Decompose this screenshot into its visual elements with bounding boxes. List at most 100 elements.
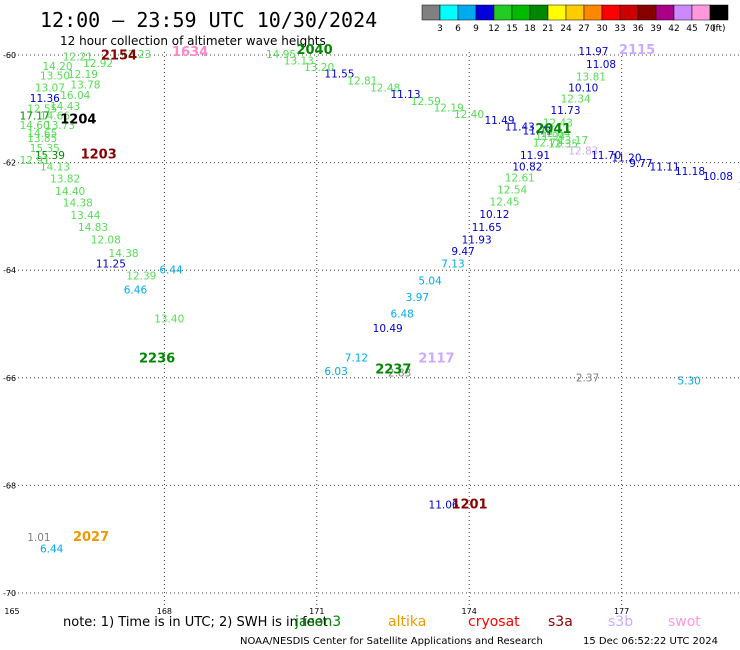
wave-height-value: 5.30 bbox=[677, 375, 700, 387]
colorbar-label: 18 bbox=[524, 24, 536, 34]
wave-height-value: 2.37 bbox=[576, 373, 599, 385]
y-tick-label: -64 bbox=[3, 266, 16, 275]
colorbar-swatch bbox=[457, 4, 477, 21]
colorbar-swatch bbox=[511, 4, 531, 21]
colorbar-unit: (ft) bbox=[712, 24, 726, 34]
wave-height-value: 11.43 bbox=[505, 121, 535, 133]
wave-height-value: 12.61 bbox=[505, 172, 535, 184]
wave-height-value: 14.13 bbox=[40, 162, 70, 174]
colorbar-label: 15 bbox=[506, 24, 517, 34]
x-tick-label: 165 bbox=[4, 607, 19, 616]
wave-height-value: 14.20 bbox=[42, 61, 72, 73]
pass-time-label: 2027 bbox=[73, 530, 109, 545]
wave-height-value: 13.44 bbox=[70, 210, 100, 222]
footer-note: note: 1) Time is in UTC; 2) SWH is in fe… bbox=[63, 615, 328, 630]
y-tick-label: -62 bbox=[3, 159, 16, 168]
footer-credit: NOAA/NESDIS Center for Satellite Applica… bbox=[240, 636, 543, 647]
wave-height-value: 11.49 bbox=[484, 115, 514, 127]
colorbar-swatch bbox=[421, 4, 441, 21]
wave-height-value: 14.38 bbox=[109, 248, 139, 260]
pass-time-label: 2040 bbox=[296, 43, 332, 58]
colorbar-label: 21 bbox=[542, 24, 553, 34]
wave-height-value: 13.81 bbox=[576, 71, 606, 83]
wave-height-values: 12.2312.2112.9214.2012.1913.5013.7813.07… bbox=[20, 46, 740, 556]
wave-height-value: 12.08 bbox=[91, 234, 121, 246]
colorbar-label: 42 bbox=[668, 24, 679, 34]
pass-time-label: 1204 bbox=[60, 112, 96, 127]
wave-height-value: 12.19 bbox=[68, 69, 98, 81]
pass-time-label: 2237 bbox=[375, 362, 411, 377]
x-tick-label: 168 bbox=[157, 607, 172, 616]
satellite-altika: altika bbox=[388, 614, 426, 630]
wave-height-value: 13.13 bbox=[284, 56, 314, 68]
pass-time-label: 2115 bbox=[619, 43, 655, 58]
wave-height-value: 10.10 bbox=[568, 83, 598, 95]
wave-height-value: 11.11 bbox=[650, 162, 680, 174]
colorbar-swatch bbox=[709, 4, 729, 21]
colorbar-swatch bbox=[475, 4, 495, 21]
axis-tick-labels: 165 168 171 174 177 -60 -62 -64 -66 -68 -70 bbox=[3, 51, 629, 616]
wave-height-value: 6.44 bbox=[159, 264, 183, 276]
pass-time-labels: 2154 1634 2040 1204 1203 2236 2041 2115 2117 2237… bbox=[60, 43, 655, 545]
y-tick-label: -70 bbox=[3, 589, 16, 598]
wave-height-value: 1.01 bbox=[27, 532, 50, 544]
wave-height-value: 10.82 bbox=[512, 162, 542, 174]
wave-height-value: 12.81 bbox=[347, 76, 377, 88]
colorbar-swatch bbox=[691, 4, 711, 21]
wave-height-value: 12.59 bbox=[411, 96, 441, 108]
wave-height-value: 12.45 bbox=[490, 197, 520, 209]
wave-height-value: 13.73 bbox=[45, 120, 75, 132]
wave-height-value: 10.08 bbox=[703, 171, 733, 183]
wave-height-value: 11.97 bbox=[578, 46, 608, 58]
wave-height-value: 14.83 bbox=[78, 222, 108, 234]
wave-height-value: 11.08 bbox=[586, 59, 616, 71]
wave-height-value: 11.13 bbox=[390, 89, 420, 101]
wave-height-value: 14.65 bbox=[27, 128, 57, 140]
wave-height-value: 11.06 bbox=[429, 500, 459, 512]
satellite-cryosat: cryosat bbox=[468, 614, 520, 630]
x-tick-label: 174 bbox=[462, 607, 477, 616]
wave-height-value: 11.70 bbox=[591, 150, 621, 162]
wave-height-value: 10.12 bbox=[479, 209, 509, 221]
wave-height-value: 11.36 bbox=[30, 93, 60, 105]
wave-height-value: 12.54 bbox=[497, 184, 527, 196]
wave-height-value: 15.39 bbox=[35, 150, 65, 162]
wave-height-value: 11.73 bbox=[550, 105, 580, 117]
colorbar-label: 70 bbox=[704, 24, 716, 34]
wave-height-value: 13.85 bbox=[27, 133, 57, 145]
wave-height-value: 11.94 bbox=[535, 131, 565, 143]
colorbar-swatch bbox=[529, 4, 549, 21]
wave-height-value: 14.60 bbox=[20, 120, 50, 132]
colorbar-label: 36 bbox=[632, 24, 644, 34]
satellite-jason3: jason3 bbox=[294, 614, 341, 630]
wave-height-value: 16.04 bbox=[60, 90, 90, 102]
wave-height-value: 14.95 bbox=[266, 49, 296, 61]
wave-height-value: 13.78 bbox=[70, 79, 100, 91]
wave-height-value: 11.18 bbox=[675, 166, 705, 178]
colorbar-swatch bbox=[565, 4, 585, 21]
colorbar-swatch bbox=[601, 4, 621, 21]
wave-height-value: 10.49 bbox=[373, 323, 403, 335]
wave-height-value: 13.40 bbox=[154, 313, 184, 325]
pass-time-label: 2236 bbox=[139, 352, 175, 367]
x-tick-label: 177 bbox=[614, 607, 629, 616]
wave-height-value: 6.03 bbox=[324, 366, 347, 378]
colorbar-swatch bbox=[493, 4, 513, 21]
wave-height-value: 12.43 bbox=[543, 118, 573, 130]
wave-height-value: 12.92 bbox=[83, 58, 113, 70]
colorbar-swatch bbox=[439, 4, 459, 21]
wave-height-value: 14.43 bbox=[50, 101, 80, 113]
wave-height-value: 12.91 bbox=[20, 155, 50, 167]
wave-height-value: 12.19 bbox=[434, 102, 464, 114]
colorbar-swatch bbox=[673, 4, 693, 21]
pass-time-label: 1201 bbox=[451, 498, 487, 513]
colorbar-swatch bbox=[655, 4, 675, 21]
wave-height-value: 2.83 bbox=[388, 368, 411, 380]
wave-height-value: 13.20 bbox=[304, 62, 334, 74]
wave-height-value: 12.48 bbox=[370, 83, 400, 95]
wave-height-value: 12.55 bbox=[27, 104, 57, 116]
color-scale-bar: 3 6 9 12 15 18 21 24 27 30 33 36 39 42 45 70(ft) bbox=[421, 4, 729, 34]
wave-height-value: 11.65 bbox=[472, 222, 502, 234]
